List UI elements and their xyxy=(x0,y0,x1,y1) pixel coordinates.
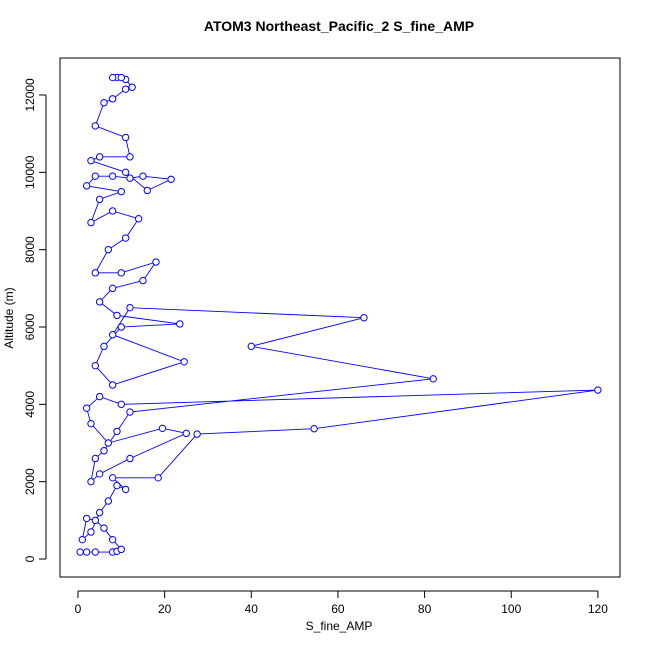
data-point xyxy=(126,454,134,463)
data-point xyxy=(95,508,104,517)
y-axis-label: Altitude (m) xyxy=(2,287,16,348)
plot-frame xyxy=(59,57,621,578)
data-point xyxy=(176,320,184,328)
data-point xyxy=(87,477,95,486)
data-point xyxy=(95,195,104,204)
data-point xyxy=(82,404,91,412)
data-point xyxy=(78,535,87,544)
x-tick-label: 100 xyxy=(501,602,521,616)
data-point xyxy=(108,535,117,544)
data-point xyxy=(87,419,95,428)
data-point xyxy=(182,429,190,438)
data-point xyxy=(95,298,104,306)
data-point xyxy=(167,175,175,183)
data-point xyxy=(117,73,126,82)
data-point xyxy=(108,381,117,389)
data-point xyxy=(108,73,117,82)
data-point xyxy=(100,447,108,455)
data-point xyxy=(82,514,91,523)
data-point xyxy=(121,234,130,242)
data-point xyxy=(360,314,368,322)
y-tick-label: 10000 xyxy=(23,155,37,189)
data-point xyxy=(95,470,104,478)
x-tick-label: 20 xyxy=(158,602,172,616)
data-point xyxy=(104,439,113,447)
data-point xyxy=(126,303,134,312)
data-point xyxy=(134,215,143,223)
data-point xyxy=(117,400,126,409)
data-point xyxy=(91,122,100,130)
data-point xyxy=(121,485,130,494)
data-point xyxy=(126,153,134,161)
x-tick-label: 60 xyxy=(331,602,345,616)
data-point xyxy=(180,358,188,366)
data-point xyxy=(247,342,255,351)
data-point xyxy=(91,269,100,277)
data-point xyxy=(113,427,121,436)
data-point xyxy=(113,311,121,320)
data-point xyxy=(108,284,117,293)
x-tick-label: 120 xyxy=(588,602,608,616)
data-point xyxy=(100,342,108,351)
data-point xyxy=(117,187,126,196)
data-point xyxy=(100,524,108,532)
data-point xyxy=(87,218,95,227)
y-tick-label: 2000 xyxy=(23,468,37,495)
data-point xyxy=(117,545,126,554)
data-point xyxy=(143,186,152,195)
x-axis-label: S_fine_AMP xyxy=(306,619,373,633)
data-point xyxy=(91,172,100,180)
data-point xyxy=(91,361,100,370)
data-point xyxy=(91,548,100,556)
y-tick-label: 12000 xyxy=(23,78,37,112)
x-tick-label: 0 xyxy=(75,602,82,616)
data-point xyxy=(108,172,117,180)
y-tick-label: 4000 xyxy=(23,391,37,418)
data-point xyxy=(108,331,117,339)
data-point xyxy=(128,83,136,91)
y-tick-label: 6000 xyxy=(23,313,37,340)
data-point xyxy=(104,497,113,505)
data-point xyxy=(76,548,84,556)
data-point xyxy=(87,157,95,165)
data-point xyxy=(121,133,130,142)
data-point xyxy=(117,269,126,277)
chart-title: ATOM3 Northeast_Pacific_2 S_fine_AMP xyxy=(204,18,474,34)
data-point xyxy=(91,454,100,463)
data-point xyxy=(91,516,100,525)
data-point xyxy=(139,276,147,285)
data-point xyxy=(121,85,130,93)
data-point xyxy=(154,474,162,482)
data-point xyxy=(108,95,117,103)
data-point xyxy=(108,474,117,482)
data-point xyxy=(152,258,160,266)
x-tick-label: 80 xyxy=(418,602,432,616)
data-point xyxy=(310,424,318,433)
data-point xyxy=(82,182,91,190)
data-point xyxy=(108,207,117,215)
data-point xyxy=(126,174,134,182)
data-point xyxy=(100,99,108,107)
data-point xyxy=(158,424,167,433)
data-point xyxy=(121,168,130,177)
data-point xyxy=(82,548,91,556)
data-point xyxy=(113,481,121,490)
y-tick-label: 8000 xyxy=(23,236,37,263)
data-point xyxy=(95,153,104,161)
x-tick-label: 40 xyxy=(245,602,259,616)
data-point xyxy=(139,172,147,180)
data-point xyxy=(95,392,104,401)
y-tick-label: 0 xyxy=(23,555,37,562)
data-point xyxy=(87,528,95,536)
data-point xyxy=(104,245,113,254)
data-point xyxy=(429,375,437,383)
data-point xyxy=(117,323,126,331)
data-point xyxy=(594,386,602,394)
data-point xyxy=(193,430,201,438)
data-point xyxy=(126,408,134,416)
